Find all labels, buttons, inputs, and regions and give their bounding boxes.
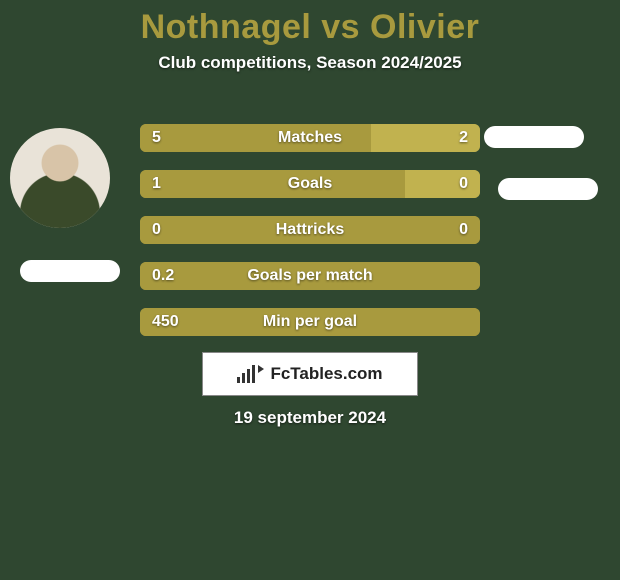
player-right-name-pill-2	[498, 178, 598, 200]
stat-row: 0.2Goals per match	[140, 262, 480, 290]
comparison-chart: Nothnagel vs Olivier Club competitions, …	[0, 0, 620, 580]
stat-bar-left	[140, 262, 480, 290]
stat-bars: 52Matches 10Goals 00Hattricks 0.2Goals per …	[140, 124, 480, 354]
bar-chart-icon	[237, 365, 255, 383]
chart-subtitle: Club competitions, Season 2024/2025	[0, 53, 620, 73]
avatar-placeholder-icon	[10, 128, 110, 228]
stat-bar-left	[140, 124, 371, 152]
arrow-icon	[258, 365, 264, 373]
player-right-name-pill-1	[484, 126, 584, 148]
stat-row: 52Matches	[140, 124, 480, 152]
source-logo-text: FcTables.com	[270, 364, 382, 384]
stat-row: 00Hattricks	[140, 216, 480, 244]
stat-bar-right	[371, 124, 480, 152]
source-logo: FcTables.com	[202, 352, 418, 396]
stat-bar-left	[140, 170, 405, 198]
player-left-name-pill	[20, 260, 120, 282]
chart-date: 19 september 2024	[0, 408, 620, 428]
player-left-avatar	[10, 128, 110, 228]
stat-row: 450Min per goal	[140, 308, 480, 336]
stat-bar-left	[140, 216, 480, 244]
stat-bar-right	[405, 170, 480, 198]
stat-row: 10Goals	[140, 170, 480, 198]
stat-bar-left	[140, 308, 480, 336]
chart-title: Nothnagel vs Olivier	[0, 0, 620, 47]
